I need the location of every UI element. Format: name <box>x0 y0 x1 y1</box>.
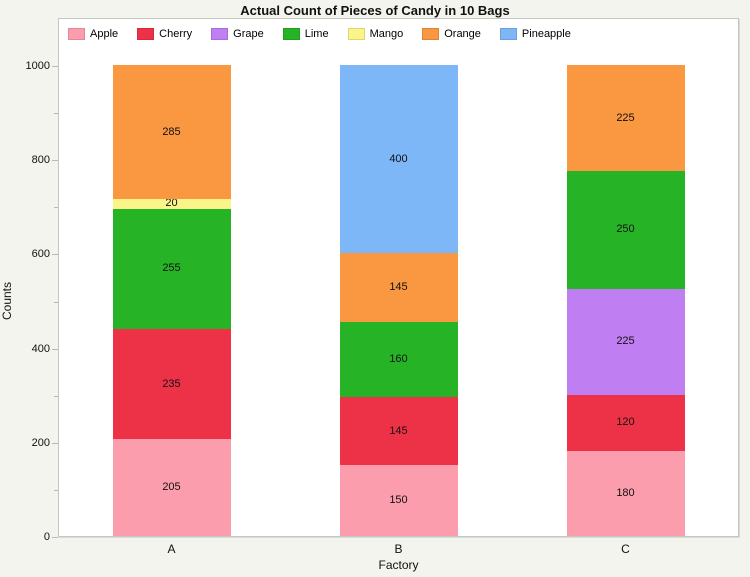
legend-item-grape[interactable]: Grape <box>211 28 264 40</box>
segment-value-label: 120 <box>616 416 635 429</box>
lime-swatch-icon <box>282 28 300 40</box>
legend-item-orange[interactable]: Orange <box>422 28 481 40</box>
x-tick-label-b: B <box>394 542 403 556</box>
y-minor-tick <box>54 113 58 115</box>
legend-label: Mango <box>369 28 404 40</box>
y-tick-label: 400 <box>31 342 50 355</box>
y-major-tick <box>52 348 58 350</box>
segment-value-label: 145 <box>389 424 408 437</box>
legend-item-mango[interactable]: Mango <box>347 28 404 40</box>
y-tick-label: 800 <box>31 154 50 167</box>
grape-swatch-icon <box>211 28 229 40</box>
apple-swatch-icon <box>68 28 85 40</box>
y-major-tick <box>52 254 58 256</box>
x-tick-label-c: C <box>621 542 630 556</box>
x-axis-label: Factory <box>378 558 419 572</box>
legend-item-apple[interactable]: Apple <box>68 28 118 40</box>
bar-b: 150 145 160 145 400 <box>339 65 458 536</box>
bar-segment-c-lime[interactable]: 250 <box>566 170 685 289</box>
bar-segment-c-grape[interactable]: 225 <box>566 288 685 395</box>
y-axis-label: Counts <box>0 281 14 321</box>
y-tick-label: 0 <box>43 531 50 543</box>
bar-segment-a-apple[interactable]: 205 <box>112 439 231 536</box>
y-minor-tick <box>54 207 58 209</box>
legend-label: Apple <box>90 28 119 40</box>
bar-c: 180 120 225 250 225 <box>566 65 685 536</box>
legend-label: Lime <box>304 28 329 40</box>
bar-segment-c-cherry[interactable]: 120 <box>566 394 685 452</box>
y-major-tick <box>52 160 58 162</box>
legend-label: Cherry <box>159 28 193 40</box>
legend: Apple Cherry Grape Lime Mango Orange Pineapple <box>68 25 734 43</box>
bar-segment-a-mango[interactable]: 20 <box>112 197 231 210</box>
legend-label: Grape <box>233 28 264 40</box>
bar-segment-b-apple[interactable]: 150 <box>339 465 458 536</box>
legend-item-cherry[interactable]: Cherry <box>137 28 192 40</box>
segment-value-label: 150 <box>389 494 408 507</box>
segment-value-label: 145 <box>389 281 408 294</box>
x-tick-label-a: A <box>167 542 176 556</box>
bar-segment-a-lime[interactable]: 255 <box>112 208 231 329</box>
y-tick-label: 600 <box>31 248 50 261</box>
bar-segment-c-orange[interactable]: 225 <box>566 65 685 171</box>
legend-label: Pineapple <box>521 28 571 40</box>
legend-item-lime[interactable]: Lime <box>282 28 329 40</box>
segment-value-label: 255 <box>162 262 181 275</box>
legend-label: Orange <box>444 28 481 40</box>
segment-value-label: 285 <box>162 125 181 138</box>
y-major-tick <box>52 442 58 444</box>
bar-segment-b-lime[interactable]: 160 <box>339 321 458 398</box>
segment-value-label: 250 <box>616 223 635 236</box>
segment-value-label: 20 <box>165 197 178 210</box>
segment-value-label: 225 <box>616 111 635 124</box>
bar-segment-b-pineapple[interactable]: 400 <box>339 65 458 254</box>
mango-swatch-icon <box>347 28 365 40</box>
y-tick-label: 1000 <box>25 60 50 72</box>
segment-value-label: 235 <box>162 377 181 390</box>
segment-value-label: 160 <box>389 352 408 365</box>
segment-value-label: 180 <box>616 487 635 500</box>
pineapple-swatch-icon <box>499 28 517 40</box>
bar-segment-c-apple[interactable]: 180 <box>566 451 685 536</box>
legend-item-pineapple[interactable]: Pineapple <box>499 28 571 40</box>
cherry-swatch-icon <box>137 28 155 40</box>
y-major-tick <box>52 537 58 538</box>
plot-area: 205 235 255 20 285 150 145 160 145 400 180 120 225 25… <box>59 19 738 536</box>
segment-value-label: 205 <box>162 481 181 494</box>
segment-value-label: 400 <box>389 152 408 165</box>
y-major-tick <box>52 66 58 67</box>
bar-a: 205 235 255 20 285 <box>112 65 231 536</box>
plot-frame: 205 235 255 20 285 150 145 160 145 400 180 120 225 25… <box>58 18 739 537</box>
chart-title: Actual Count of Pieces of Candy in 10 Ba… <box>240 3 510 18</box>
orange-swatch-icon <box>422 28 440 40</box>
y-tick-label: 200 <box>31 436 50 449</box>
y-minor-tick <box>54 301 58 303</box>
segment-value-label: 225 <box>616 335 635 348</box>
bar-segment-b-cherry[interactable]: 145 <box>339 397 458 466</box>
y-minor-tick <box>54 489 58 491</box>
bar-segment-a-cherry[interactable]: 235 <box>112 328 231 440</box>
bar-segment-a-orange[interactable]: 285 <box>112 65 231 200</box>
bar-segment-b-orange[interactable]: 145 <box>339 253 458 322</box>
y-minor-tick <box>54 395 58 397</box>
